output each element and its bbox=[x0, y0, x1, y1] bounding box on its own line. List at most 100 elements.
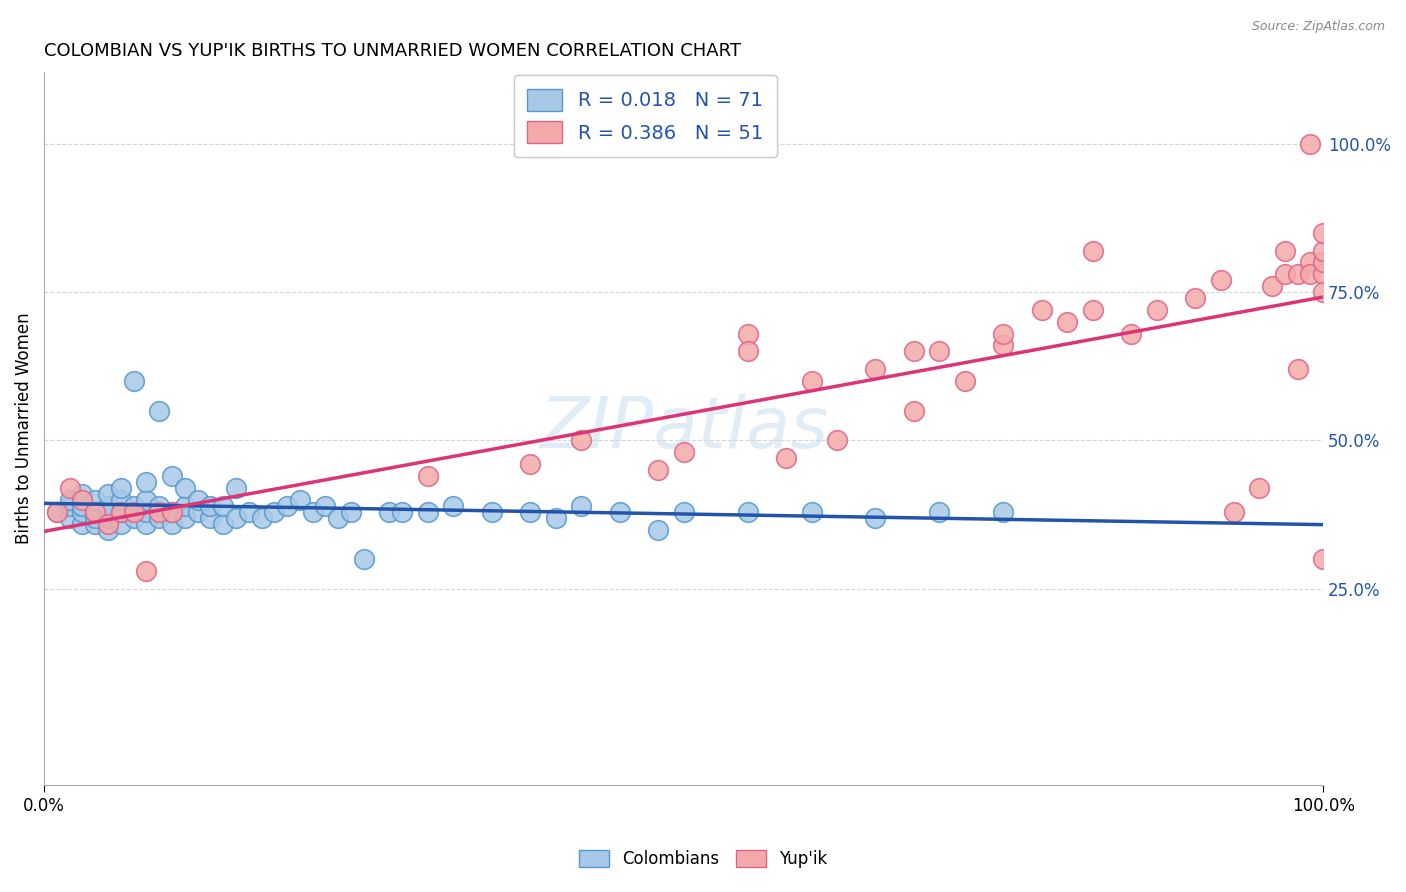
Point bbox=[519, 505, 541, 519]
Point bbox=[1146, 302, 1168, 317]
Point bbox=[1121, 326, 1143, 341]
Point bbox=[1299, 255, 1322, 269]
Point bbox=[97, 487, 120, 501]
Point bbox=[135, 475, 157, 489]
Point bbox=[122, 499, 145, 513]
Point bbox=[481, 505, 503, 519]
Point bbox=[110, 505, 132, 519]
Point bbox=[148, 510, 170, 524]
Point bbox=[72, 492, 94, 507]
Point bbox=[122, 374, 145, 388]
Point bbox=[276, 499, 298, 513]
Point bbox=[225, 481, 247, 495]
Point bbox=[97, 516, 120, 531]
Point bbox=[225, 510, 247, 524]
Point bbox=[378, 505, 401, 519]
Point bbox=[416, 505, 439, 519]
Point bbox=[647, 463, 669, 477]
Point bbox=[250, 510, 273, 524]
Point bbox=[800, 505, 823, 519]
Point bbox=[800, 374, 823, 388]
Point bbox=[1081, 244, 1104, 258]
Point bbox=[110, 481, 132, 495]
Point bbox=[212, 499, 235, 513]
Point bbox=[45, 505, 67, 519]
Point bbox=[519, 457, 541, 471]
Point bbox=[865, 362, 887, 376]
Point bbox=[148, 505, 170, 519]
Point bbox=[1184, 291, 1206, 305]
Text: ZIPatlas: ZIPatlas bbox=[538, 394, 828, 463]
Point bbox=[72, 516, 94, 531]
Point bbox=[1312, 226, 1334, 240]
Point bbox=[1274, 267, 1296, 281]
Point bbox=[1299, 136, 1322, 151]
Point bbox=[160, 469, 183, 483]
Text: COLOMBIAN VS YUP'IK BIRTHS TO UNMARRIED WOMEN CORRELATION CHART: COLOMBIAN VS YUP'IK BIRTHS TO UNMARRIED … bbox=[44, 42, 741, 60]
Point bbox=[1312, 552, 1334, 566]
Point bbox=[301, 505, 323, 519]
Point bbox=[160, 516, 183, 531]
Point bbox=[672, 445, 695, 459]
Point bbox=[953, 374, 976, 388]
Point bbox=[238, 505, 260, 519]
Point bbox=[775, 451, 797, 466]
Legend: Colombians, Yup'ik: Colombians, Yup'ik bbox=[572, 843, 834, 875]
Point bbox=[97, 505, 120, 519]
Point bbox=[1312, 244, 1334, 258]
Point bbox=[97, 510, 120, 524]
Point bbox=[97, 499, 120, 513]
Point bbox=[45, 505, 67, 519]
Y-axis label: Births to Unmarried Women: Births to Unmarried Women bbox=[15, 313, 32, 544]
Point bbox=[328, 510, 350, 524]
Point bbox=[928, 344, 950, 359]
Point bbox=[903, 404, 925, 418]
Point bbox=[200, 499, 222, 513]
Point bbox=[1312, 255, 1334, 269]
Point bbox=[200, 510, 222, 524]
Point bbox=[84, 516, 107, 531]
Point bbox=[135, 564, 157, 578]
Point bbox=[1299, 267, 1322, 281]
Point bbox=[353, 552, 375, 566]
Point bbox=[173, 481, 195, 495]
Point bbox=[1081, 302, 1104, 317]
Point bbox=[72, 505, 94, 519]
Point bbox=[1249, 481, 1271, 495]
Point bbox=[135, 516, 157, 531]
Point bbox=[288, 492, 311, 507]
Point bbox=[59, 510, 82, 524]
Point bbox=[135, 505, 157, 519]
Point bbox=[1312, 285, 1334, 299]
Point bbox=[1274, 244, 1296, 258]
Point bbox=[148, 404, 170, 418]
Point bbox=[825, 434, 848, 448]
Point bbox=[160, 505, 183, 519]
Point bbox=[72, 499, 94, 513]
Point bbox=[122, 510, 145, 524]
Point bbox=[993, 505, 1015, 519]
Point bbox=[865, 510, 887, 524]
Point bbox=[416, 469, 439, 483]
Point bbox=[84, 510, 107, 524]
Legend: R = 0.018   N = 71, R = 0.386   N = 51: R = 0.018 N = 71, R = 0.386 N = 51 bbox=[513, 75, 776, 157]
Point bbox=[1286, 362, 1309, 376]
Point bbox=[569, 499, 592, 513]
Point bbox=[84, 505, 107, 519]
Point bbox=[647, 523, 669, 537]
Point bbox=[1222, 505, 1244, 519]
Point bbox=[110, 516, 132, 531]
Point bbox=[737, 505, 759, 519]
Point bbox=[212, 516, 235, 531]
Point bbox=[110, 505, 132, 519]
Point bbox=[609, 505, 631, 519]
Point bbox=[1286, 267, 1309, 281]
Point bbox=[737, 344, 759, 359]
Point bbox=[544, 510, 567, 524]
Point bbox=[1261, 279, 1284, 293]
Point bbox=[59, 481, 82, 495]
Point bbox=[187, 505, 209, 519]
Point bbox=[315, 499, 337, 513]
Point bbox=[59, 499, 82, 513]
Point bbox=[84, 492, 107, 507]
